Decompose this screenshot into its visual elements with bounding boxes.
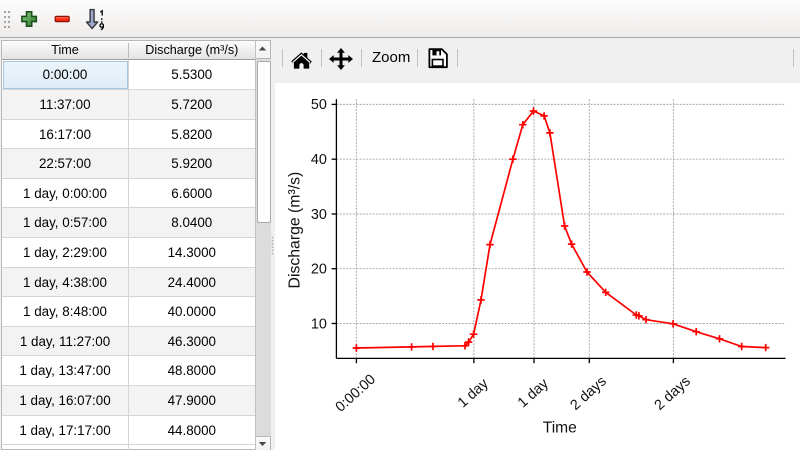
svg-text:20: 20 (311, 261, 327, 277)
svg-text:40: 40 (311, 152, 327, 168)
svg-text:10: 10 (311, 316, 327, 332)
svg-text:Discharge (m³/s): Discharge (m³/s) (287, 171, 304, 288)
svg-text:Time: Time (543, 419, 577, 436)
svg-text:50: 50 (311, 97, 327, 113)
svg-text:30: 30 (311, 206, 327, 222)
